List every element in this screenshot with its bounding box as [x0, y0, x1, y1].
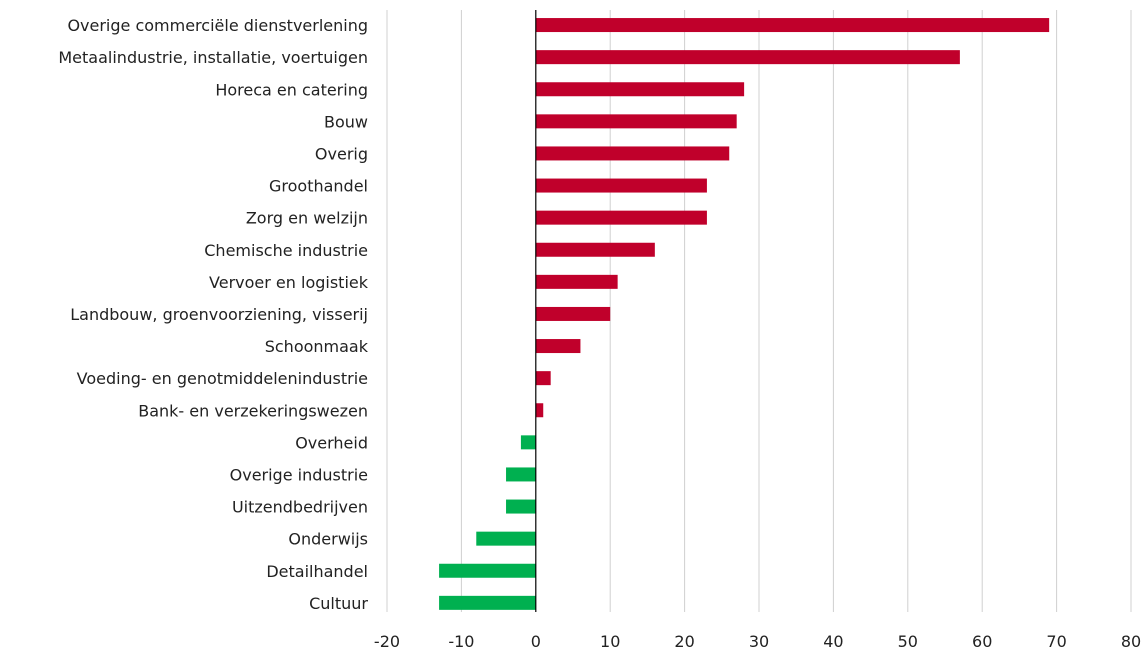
bar [535, 82, 745, 97]
x-tick-label: 40 [823, 632, 843, 651]
category-label: Overige industrie [230, 465, 368, 484]
x-tick-label: 20 [674, 632, 694, 651]
category-label: Onderwijs [288, 530, 368, 549]
gridlines [386, 10, 1132, 612]
category-label: Detailhandel [266, 562, 368, 581]
category-label: Metaalindustrie, installatie, voertuigen [58, 48, 368, 67]
category-label: Schoonmaak [265, 337, 369, 356]
x-tick-label: 0 [531, 632, 541, 651]
category-label: Voeding- en genotmiddelenindustrie [77, 369, 368, 388]
bar [535, 18, 1050, 33]
category-label: Landbouw, groenvoorziening, visserij [70, 305, 368, 324]
bar [535, 146, 730, 161]
bar [535, 114, 737, 129]
x-tick-label: 50 [898, 632, 918, 651]
bar [506, 467, 536, 482]
bar [506, 499, 536, 514]
bars [439, 18, 1050, 610]
x-tick-label: 30 [749, 632, 769, 651]
bar [535, 178, 707, 193]
category-label: Overig [315, 144, 368, 163]
x-tick-label: -20 [374, 632, 400, 651]
category-label: Overheid [295, 433, 368, 452]
bar [535, 371, 551, 386]
category-labels: Overige commerciële dienstverlening Metaa… [58, 16, 368, 613]
bar [535, 306, 611, 321]
bar [476, 531, 536, 546]
x-tick-label: 70 [1046, 632, 1066, 651]
category-label: Overige commerciële dienstverlening [67, 16, 368, 35]
category-label: Bouw [324, 112, 368, 131]
category-label: Cultuur [309, 594, 368, 613]
x-tick-labels: -20 -10 0 10 20 30 40 50 60 70 80 [374, 632, 1141, 651]
category-label: Vervoer en logistiek [209, 273, 369, 292]
x-tick-label: 60 [972, 632, 992, 651]
bar [439, 563, 536, 578]
bar [439, 595, 536, 610]
x-tick-label: -10 [448, 632, 474, 651]
category-label: Groothandel [269, 177, 368, 196]
bar [535, 274, 618, 289]
x-tick-label: 10 [600, 632, 620, 651]
bar [520, 435, 536, 450]
category-label: Horeca en catering [215, 80, 368, 99]
bar [535, 50, 960, 65]
bar [535, 242, 655, 257]
category-label: Chemische industrie [204, 241, 368, 260]
category-label: Uitzendbedrijven [232, 498, 368, 517]
bar [535, 210, 707, 225]
category-label: Bank- en verzekeringswezen [138, 401, 368, 420]
bar [535, 403, 544, 418]
x-tick-label: 80 [1121, 632, 1141, 651]
category-label: Zorg en welzijn [246, 209, 368, 228]
bar [535, 339, 581, 354]
